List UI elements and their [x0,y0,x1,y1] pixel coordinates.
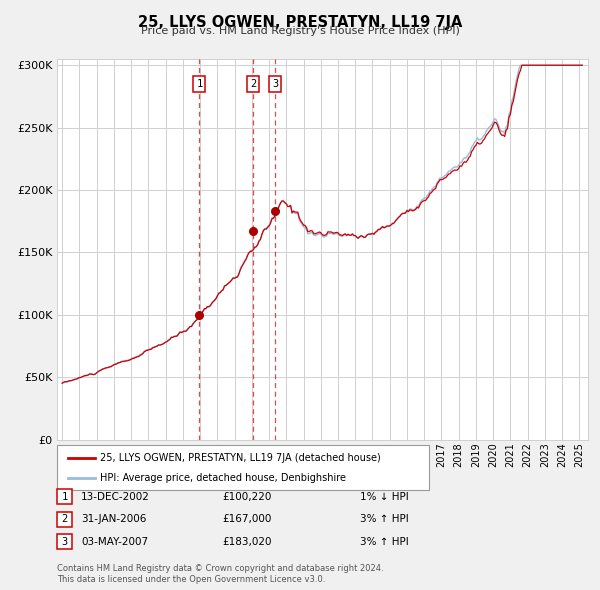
Text: 1: 1 [196,79,203,89]
Text: HPI: Average price, detached house, Denbighshire: HPI: Average price, detached house, Denb… [100,473,346,483]
Text: £183,020: £183,020 [222,537,271,546]
Text: 2: 2 [250,79,256,89]
Text: 25, LLYS OGWEN, PRESTATYN, LL19 7JA: 25, LLYS OGWEN, PRESTATYN, LL19 7JA [138,15,462,30]
Text: £100,220: £100,220 [222,492,271,502]
Text: 3% ↑ HPI: 3% ↑ HPI [360,537,409,546]
Text: 3: 3 [61,537,68,546]
Text: Price paid vs. HM Land Registry's House Price Index (HPI): Price paid vs. HM Land Registry's House … [140,26,460,36]
Text: 31-JAN-2006: 31-JAN-2006 [81,514,146,524]
Text: This data is licensed under the Open Government Licence v3.0.: This data is licensed under the Open Gov… [57,575,325,584]
Text: 25, LLYS OGWEN, PRESTATYN, LL19 7JA (detached house): 25, LLYS OGWEN, PRESTATYN, LL19 7JA (det… [100,453,381,463]
Text: 3% ↑ HPI: 3% ↑ HPI [360,514,409,524]
Text: 1: 1 [61,492,68,502]
Text: 03-MAY-2007: 03-MAY-2007 [81,537,148,546]
Text: Contains HM Land Registry data © Crown copyright and database right 2024.: Contains HM Land Registry data © Crown c… [57,565,383,573]
Text: 13-DEC-2002: 13-DEC-2002 [81,492,150,502]
Text: 1% ↓ HPI: 1% ↓ HPI [360,492,409,502]
Text: £167,000: £167,000 [222,514,271,524]
Text: 3: 3 [272,79,278,89]
Text: 2: 2 [61,514,68,524]
